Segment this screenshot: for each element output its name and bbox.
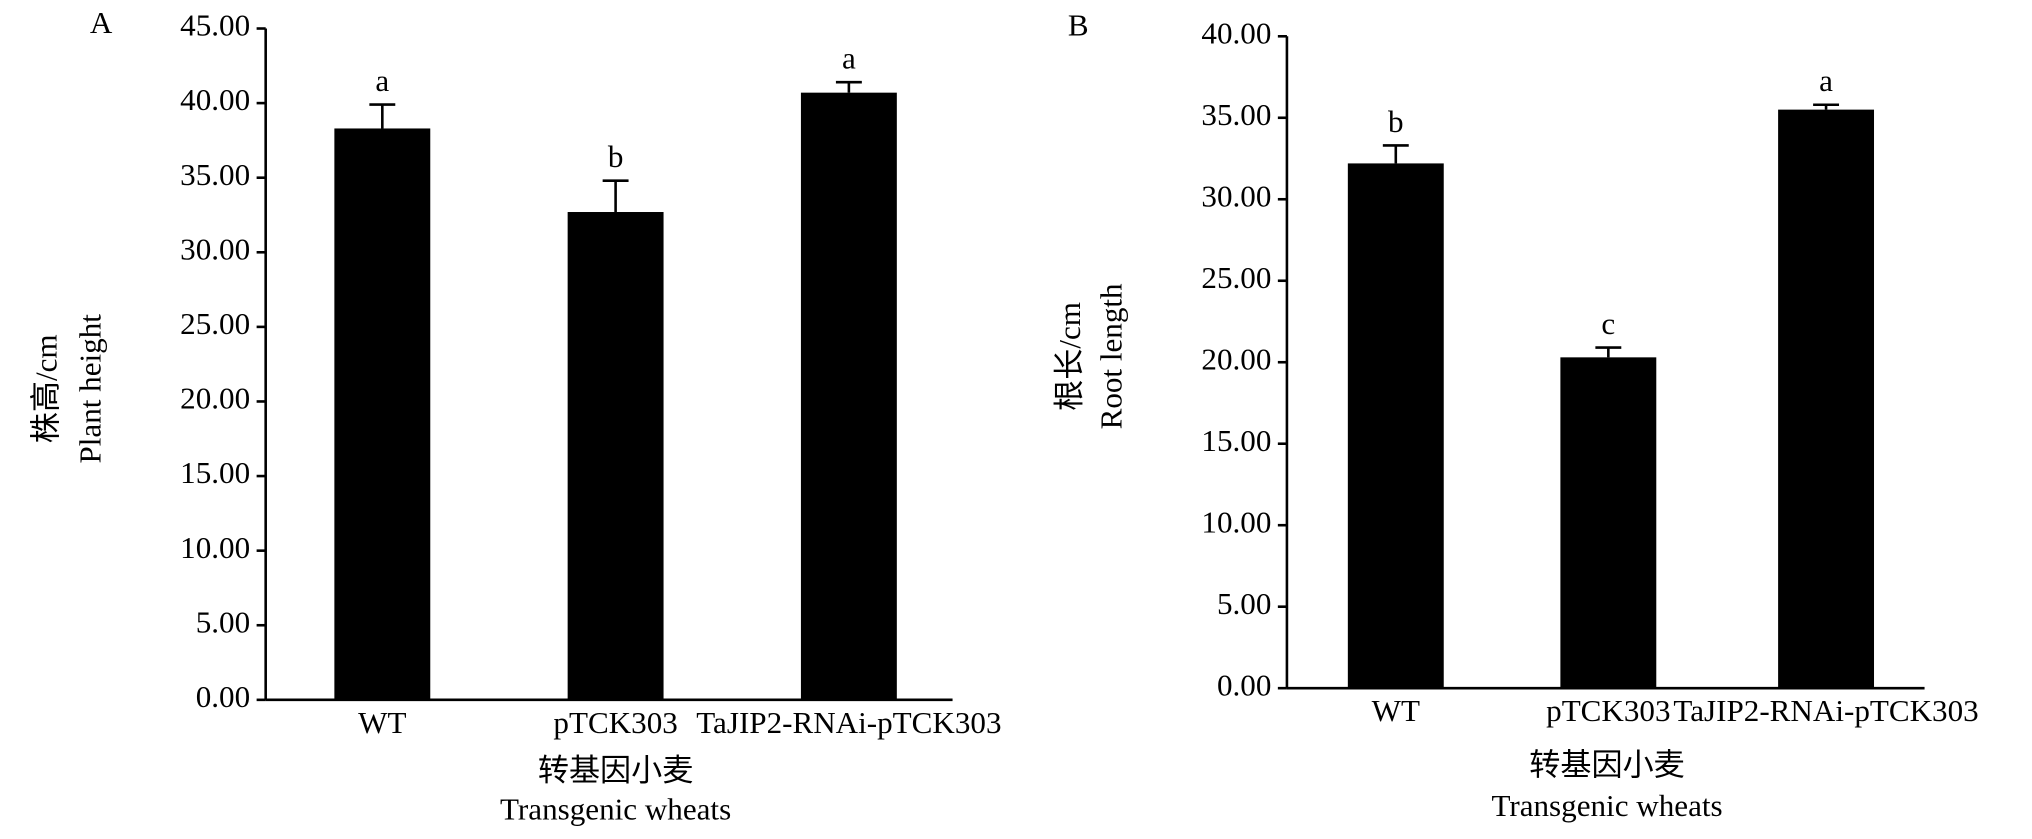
y-axis-label: 根长/cm	[1052, 302, 1087, 411]
panel-label: A	[90, 5, 113, 40]
y-tick-label: 45.00	[180, 8, 250, 43]
y-tick-label: 40.00	[1201, 15, 1271, 50]
y-tick-label: 15.00	[1201, 423, 1271, 458]
bar	[567, 212, 664, 700]
y-tick-label: 0.00	[196, 679, 250, 714]
y-tick-label: 30.00	[180, 231, 250, 266]
bar	[1778, 109, 1875, 689]
y-tick-label: 40.00	[180, 82, 250, 117]
bar	[1347, 163, 1444, 689]
bar	[1560, 357, 1657, 689]
bar	[334, 128, 431, 700]
y-tick-label: 25.00	[180, 306, 250, 341]
y-tick-label: 10.00	[180, 530, 250, 565]
x-tick-label: TaJIP2-RNAi-pTCK303	[696, 705, 1001, 740]
x-axis-label: Transgenic wheats	[500, 792, 731, 827]
significance-letter: a	[375, 63, 389, 98]
y-tick-label: 20.00	[1201, 341, 1271, 376]
y-tick-label: 0.00	[1217, 667, 1271, 702]
y-tick-label: 5.00	[196, 604, 250, 639]
y-tick-label: 35.00	[1201, 97, 1271, 132]
significance-letter: a	[1819, 63, 1833, 98]
x-axis-label: 转基因小麦	[538, 753, 693, 788]
x-tick-label: TaJIP2-RNAi-pTCK303	[1673, 693, 1978, 728]
x-tick-label: WT	[358, 705, 406, 740]
x-tick-label: WT	[1372, 693, 1420, 728]
y-tick-label: 25.00	[1201, 260, 1271, 295]
x-tick-label: pTCK303	[1546, 693, 1670, 728]
y-tick-label: 35.00	[180, 157, 250, 192]
significance-letter: b	[1388, 104, 1404, 139]
x-axis-label: Transgenic wheats	[1491, 788, 1722, 823]
bar	[800, 92, 897, 700]
x-tick-label: pTCK303	[553, 705, 677, 740]
y-tick-label: 10.00	[1201, 504, 1271, 539]
figure-body: A 0.00 5.00 10.00 15.00 20.00 25.00 30.00 35.00 4…	[28, 5, 1978, 827]
y-tick-label: 15.00	[180, 455, 250, 490]
y-tick-label: 20.00	[180, 381, 250, 416]
x-axis-label: 转基因小麦	[1529, 748, 1684, 783]
y-axis-label: Plant height	[72, 314, 107, 464]
significance-letter: b	[608, 139, 624, 174]
y-tick-label: 5.00	[1217, 586, 1271, 621]
y-axis-label: 株高/cm	[28, 334, 63, 443]
y-tick-label: 30.00	[1201, 178, 1271, 213]
panel-label: B	[1068, 8, 1089, 43]
significance-letter: c	[1601, 306, 1615, 341]
significance-letter: a	[842, 41, 856, 76]
y-axis-label: Root length	[1094, 283, 1129, 429]
